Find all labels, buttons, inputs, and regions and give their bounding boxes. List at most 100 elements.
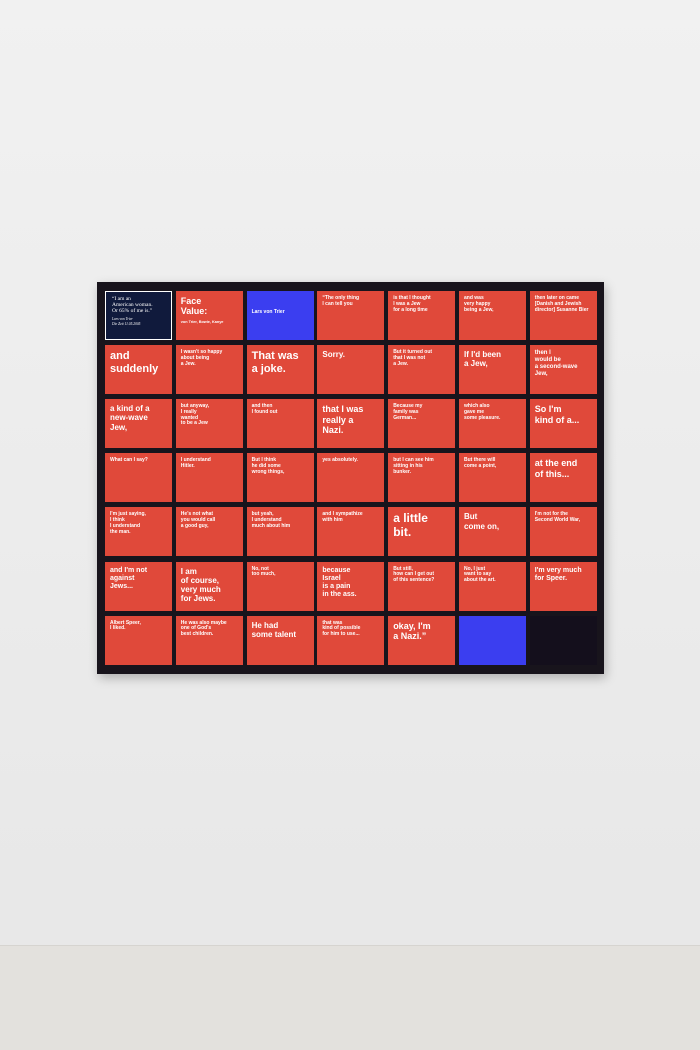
tile-text: I was a Jew	[393, 300, 421, 307]
tile-text: being a Jew,	[464, 306, 494, 313]
tile-text: Albert Speer,	[110, 619, 141, 626]
tile: okay, I'm a Nazi.”	[388, 615, 456, 665]
tile-text: But I think	[251, 457, 277, 464]
tile: because Israel is a pain in the ass.	[317, 561, 385, 611]
tile: He had some talent	[246, 615, 314, 665]
tile-text: director] Susanne Bier	[534, 306, 589, 313]
tile: but I can see him sitting in his bunker.	[388, 453, 456, 503]
tile-text: “The only thing	[322, 295, 360, 301]
tile-text: he did some	[251, 463, 281, 470]
tile-text: a Jew.	[180, 360, 196, 367]
tile-text: much about him	[251, 522, 291, 529]
tile-text: is that I thought	[393, 295, 431, 301]
tile: “I am an American woman. Or 65% of me is.”…	[105, 291, 172, 340]
tile-text: of course,	[180, 575, 220, 585]
tile: But there will come a point,	[459, 453, 526, 503]
artwork-frame: “I am an American woman. Or 65% of me is.”…	[97, 282, 604, 674]
tile: Sorry.	[317, 345, 385, 395]
tile: If I'd been a Jew,	[459, 345, 526, 395]
tile-text: okay, I'm	[393, 620, 431, 631]
tile-text: come on,	[464, 521, 500, 531]
tile: But come on,	[459, 507, 526, 557]
tile-text: Jew,	[110, 422, 128, 432]
tile-text: really a	[322, 414, 354, 425]
tile: So I'm kind of a...	[529, 399, 597, 449]
tile: that was kind of possible for him to use..…	[317, 615, 385, 665]
tile-text: bit.	[393, 525, 412, 540]
tile-text: and	[110, 350, 130, 363]
tile: yes absolutely.	[317, 453, 385, 503]
tile-text: “I am an	[112, 296, 131, 302]
tile-text: a Jew,	[464, 359, 488, 369]
tile-text: yes absolutely.	[322, 457, 358, 464]
tile: and was very happy being a Jew,	[459, 291, 526, 340]
tile-text: Nazi.	[322, 424, 344, 435]
tile: What can I say?	[105, 453, 172, 503]
tile-text: Because my	[393, 403, 423, 410]
tile-text: you would call	[180, 517, 216, 524]
tile-text: kind of possible	[322, 625, 361, 632]
tile-text: one of God's	[180, 625, 212, 632]
tile-text: then later on came	[534, 295, 579, 301]
tile-text: how can I get out	[393, 571, 435, 578]
tile-text: with him	[322, 517, 343, 524]
tile-text: But there will	[464, 457, 496, 464]
tile-text: very much	[180, 584, 221, 594]
tile-text: some pleasure.	[464, 414, 501, 421]
tile-text: at the end	[534, 458, 578, 469]
tile-text: for him to use...	[322, 631, 360, 638]
tile-text: Or 65% of me is.”	[112, 307, 153, 314]
floor	[0, 945, 700, 1050]
tile: I understand Hitler.	[175, 453, 243, 503]
tile: But still, how can I get out of this sente…	[388, 561, 456, 611]
tile: I'm just saying, I think I understand the m…	[105, 507, 172, 557]
tile-text: about being	[180, 354, 210, 361]
tile-text: a kind of a	[110, 404, 150, 414]
tile: but yeah, I understand much about him	[246, 507, 314, 557]
tile-text: that was	[322, 619, 343, 626]
tile-text: I understand	[251, 517, 282, 524]
tile: I am of course, very much for Jews.	[175, 561, 243, 611]
tile: He's not what you would call a good guy,	[175, 507, 243, 557]
tile-text: I'm not for the	[534, 511, 568, 518]
tile-text: sitting in his	[393, 463, 423, 470]
tile-text: I'm very much	[534, 566, 582, 574]
tile: a little bit.	[388, 507, 456, 557]
tile-text: But	[464, 512, 478, 522]
tile: but anyway, I really wanted to be a Jew	[175, 399, 243, 449]
tile: then later on came [Danish and Jewish dire…	[529, 291, 597, 340]
tile-text: would be	[534, 357, 561, 363]
tile-text: and I sympathize	[322, 511, 363, 518]
tile-text: I think	[110, 517, 125, 524]
tile-text: bunker.	[393, 468, 411, 475]
tile: I'm not for the Second World War,	[529, 507, 597, 557]
tile-text: suddenly	[110, 362, 159, 375]
tile-text: I understand	[110, 522, 141, 529]
tile-text: German...	[393, 414, 417, 421]
tile-text: But still,	[393, 565, 413, 572]
tile-text: too much,	[251, 571, 276, 578]
tile-text: Face	[180, 296, 202, 306]
tile-text: of this sentence?	[393, 577, 435, 583]
tile-text: of this...	[534, 468, 570, 479]
tile-text: No, I just	[464, 565, 486, 572]
tile: at the end of this...	[529, 453, 597, 503]
tile-text: but yeah,	[251, 511, 274, 518]
tile-text: Second World War,	[534, 517, 581, 524]
tile-text: in the ass.	[322, 590, 357, 598]
tile: I wasn't so happy about being a Jew.	[175, 345, 243, 395]
tile-text: and was	[464, 295, 484, 301]
tile: and I'm not against Jews...	[105, 561, 172, 611]
tile-text: I wasn't so happy	[180, 349, 223, 356]
tile: But I think he did some wrong things,	[246, 453, 314, 503]
tile: I'm very much for Speer.	[529, 561, 597, 611]
tile-text: a Nazi.”	[393, 630, 427, 641]
tile-text: come a point,	[464, 463, 497, 470]
tile-text: but anyway,	[180, 403, 210, 410]
tile-text: I liked.	[110, 625, 126, 632]
tile: and I sympathize with him	[317, 507, 385, 557]
tile-text: That was	[251, 350, 299, 363]
tile-text: a little	[393, 511, 428, 526]
